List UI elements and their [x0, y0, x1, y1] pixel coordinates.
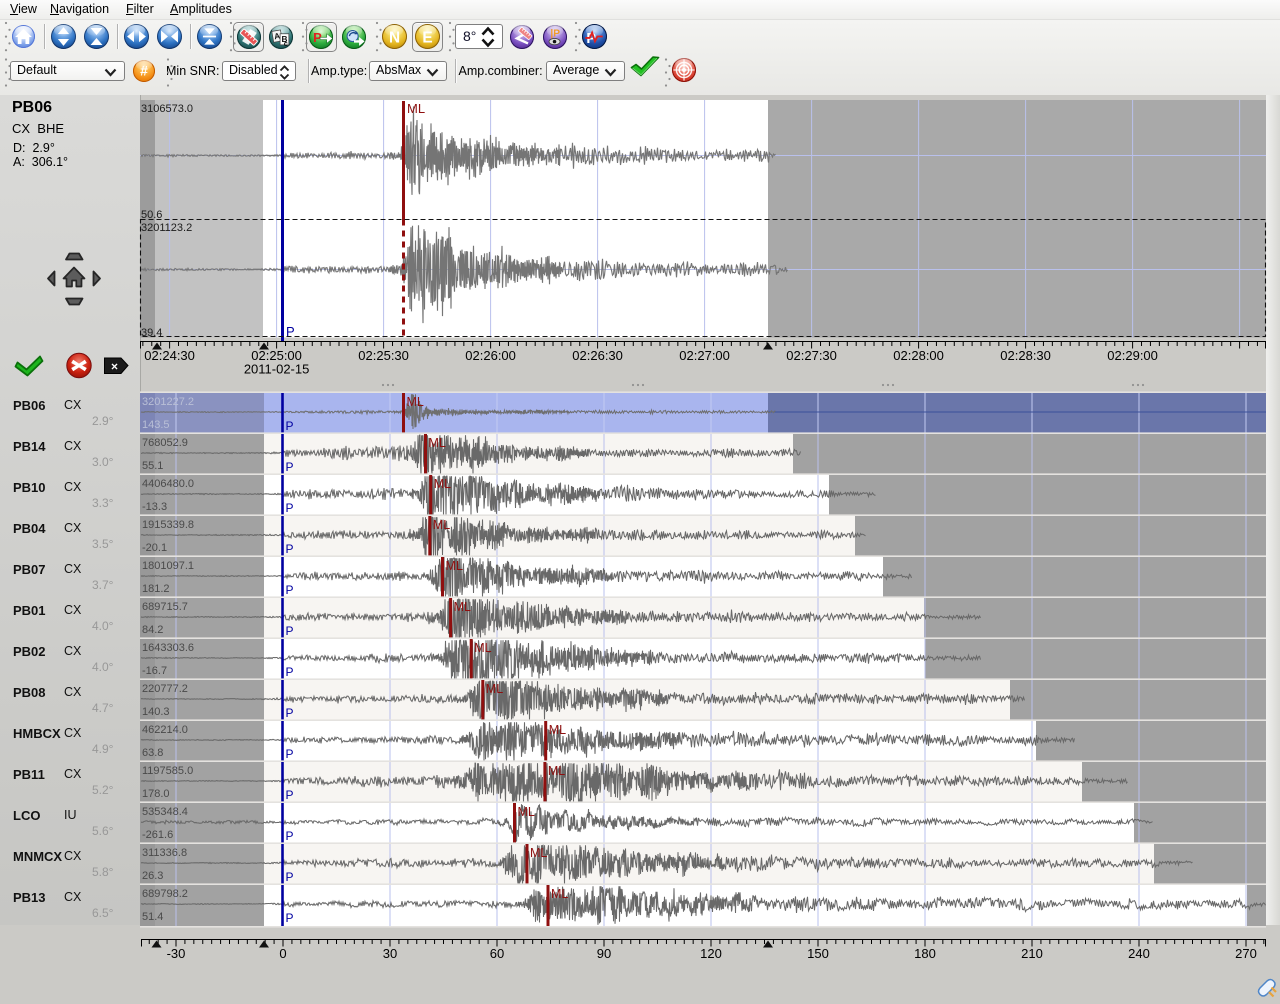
svg-text:0: 0: [279, 946, 286, 961]
svg-text:150: 150: [807, 946, 829, 961]
svg-text:c: c: [283, 38, 287, 47]
svg-text:E: E: [422, 29, 432, 46]
svg-text:30: 30: [383, 946, 397, 961]
svg-text:270: 270: [1235, 946, 1257, 961]
svg-text:60: 60: [490, 946, 504, 961]
svg-text:#: #: [140, 62, 148, 78]
svg-text:-30: -30: [167, 946, 186, 961]
svg-text:A: A: [273, 30, 281, 41]
svg-text:240: 240: [1128, 946, 1150, 961]
svg-text:180: 180: [914, 946, 936, 961]
svg-text:|P: |P: [550, 28, 560, 39]
svg-text:N: N: [388, 29, 399, 46]
svg-text:P: P: [586, 31, 596, 47]
svg-text:120: 120: [700, 946, 722, 961]
svg-text:P: P: [313, 30, 322, 45]
svg-text:90: 90: [597, 946, 611, 961]
svg-text:210: 210: [1021, 946, 1043, 961]
svg-text:B: B: [281, 34, 287, 44]
